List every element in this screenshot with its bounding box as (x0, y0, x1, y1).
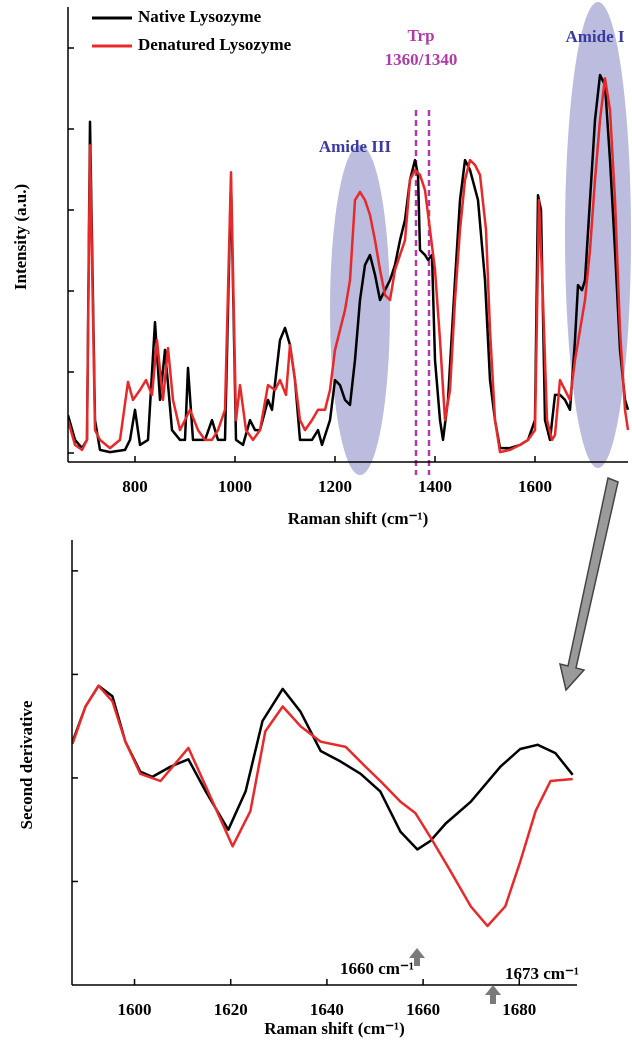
legend-label: Denatured Lysozyme (138, 35, 292, 54)
x-axis-title: Raman shift (cm⁻¹) (288, 509, 429, 528)
plot-area (72, 684, 574, 928)
x-tick-label: 1400 (418, 477, 452, 496)
y-axis-title: Second derivative (17, 700, 36, 829)
peak-arrow (409, 948, 425, 966)
series-line (68, 73, 630, 454)
x-tick-label: 1620 (214, 1000, 248, 1019)
zoom-arrow (558, 476, 619, 692)
x-tick-label: 800 (122, 477, 148, 496)
x-tick-label: 1200 (318, 477, 352, 496)
y-axis-title: Intensity (a.u.) (11, 184, 30, 290)
annotation: 1360/1340 (385, 50, 458, 69)
annotation: Amide III (319, 137, 392, 156)
annotation: Amide I (565, 27, 624, 46)
annotation: 1673 cm⁻¹ (505, 964, 579, 983)
legend-label: Native Lysozyme (138, 7, 262, 26)
series-line (72, 684, 574, 851)
annotation: 1660 cm⁻¹ (340, 959, 414, 978)
x-tick-label: 1660 (406, 1000, 440, 1019)
series-line (68, 76, 630, 454)
x-axis-title: Raman shift (cm⁻¹) (264, 1019, 405, 1038)
series-line (72, 684, 573, 928)
x-tick-label: 1000 (218, 477, 252, 496)
x-tick-label: 1640 (310, 1000, 344, 1019)
amide-i-region (565, 2, 631, 468)
peak-arrow (485, 985, 501, 1004)
plot-area (68, 73, 630, 454)
x-tick-label: 1600 (518, 477, 552, 496)
x-tick-label: 1600 (118, 1000, 152, 1019)
x-tick-label: 1680 (502, 1000, 536, 1019)
annotation: Trp (407, 26, 434, 45)
